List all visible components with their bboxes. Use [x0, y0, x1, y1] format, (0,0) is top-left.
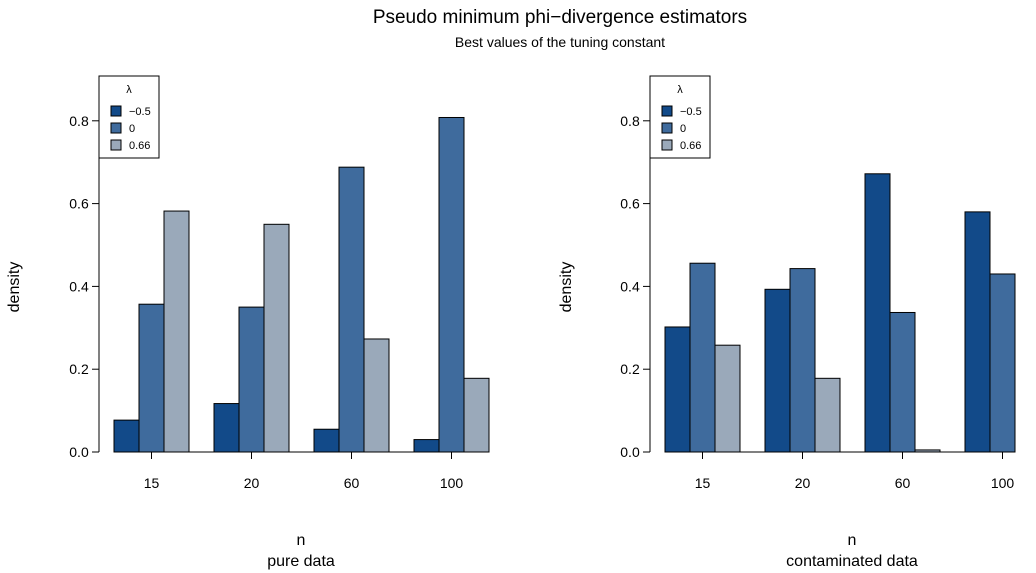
bar-n15-series1 [689, 262, 716, 453]
chart-subtitle: Best values of the tuning constant [455, 34, 665, 50]
x-tick-label: 100 [991, 475, 1015, 491]
y-tick-label: 0.0 [620, 444, 640, 460]
legend-swatch [661, 139, 673, 151]
legend-title: λ [126, 84, 132, 96]
bar-n60-series0 [864, 173, 891, 453]
panel-pure-data: 15 20 60 100 0.0 0.2 0.4 0.6 0.8 density n pure dat… [6, 75, 490, 570]
legend: λ −0.5 0 0.66 [98, 75, 160, 159]
y-tick-label: 0.6 [620, 196, 640, 212]
legend-label: 0.66 [680, 140, 701, 152]
legend-box [98, 75, 160, 159]
panel-sublabel: contaminated data [786, 553, 918, 570]
bar-n60-series1 [338, 166, 365, 453]
x-tick-label: 15 [695, 475, 711, 491]
panel-contaminated-data: 15 20 60 100 0.0 0.2 0.4 0.6 0.8 density n contamin… [558, 75, 1016, 570]
legend-swatch [110, 139, 122, 151]
x-tick-label: 100 [440, 475, 464, 491]
bar-n60-series0 [313, 428, 340, 453]
x-tick-label: 60 [895, 475, 911, 491]
bar-n15-series0 [113, 419, 140, 453]
y-tick-label: 0.0 [69, 444, 89, 460]
legend-title: λ [677, 84, 683, 96]
y-tick-label: 0.8 [620, 113, 640, 129]
legend-swatch [110, 122, 122, 134]
bar-n15-series2 [714, 344, 741, 453]
y-tick-label: 0.6 [69, 196, 89, 212]
y-axis-label: density [558, 262, 575, 313]
bar-n100-series2 [463, 377, 490, 453]
bar-n100-series1 [989, 273, 1016, 453]
y-axis-label: density [6, 262, 23, 313]
y-tick-label: 0.4 [620, 278, 640, 294]
x-axis-label: n [848, 532, 857, 549]
bar-n20-series0 [764, 288, 791, 453]
bar-n20-series0 [213, 403, 240, 453]
y-tick-label: 0.2 [620, 361, 640, 377]
bar-n15-series2 [163, 210, 190, 453]
chart-title: Pseudo minimum phi−divergence estimators [373, 7, 747, 28]
bar-n20-series1 [789, 268, 816, 453]
bar-n15-series0 [664, 326, 691, 453]
bar-n15-series1 [138, 303, 165, 453]
bar-n20-series1 [238, 306, 265, 453]
x-tick-label: 20 [244, 475, 260, 491]
bar-n60-series1 [889, 311, 916, 453]
legend-swatch [110, 105, 122, 117]
x-tick-label: 20 [795, 475, 811, 491]
legend-box [649, 75, 711, 159]
x-axis-label: n [297, 532, 306, 549]
legend-swatch [661, 122, 673, 134]
bar-n20-series2 [814, 377, 841, 453]
legend-swatch [661, 105, 673, 117]
bar-n100-series0 [413, 439, 440, 453]
panel-sublabel: pure data [267, 553, 335, 570]
x-tick-label: 60 [344, 475, 360, 491]
y-tick-label: 0.2 [69, 361, 89, 377]
legend-label: −0.5 [680, 106, 702, 118]
bar-n60-series2 [363, 338, 390, 453]
bar-n20-series2 [263, 223, 290, 453]
legend-label: −0.5 [129, 106, 151, 118]
legend: λ −0.5 0 0.66 [649, 75, 711, 159]
y-tick-label: 0.8 [69, 113, 89, 129]
x-tick-label: 15 [144, 475, 160, 491]
bar-n100-series0 [964, 211, 991, 453]
legend-label: 0 [129, 123, 135, 135]
legend-label: 0 [680, 123, 686, 135]
y-tick-label: 0.4 [69, 278, 89, 294]
legend-label: 0.66 [129, 140, 150, 152]
bar-n100-series1 [438, 116, 465, 453]
